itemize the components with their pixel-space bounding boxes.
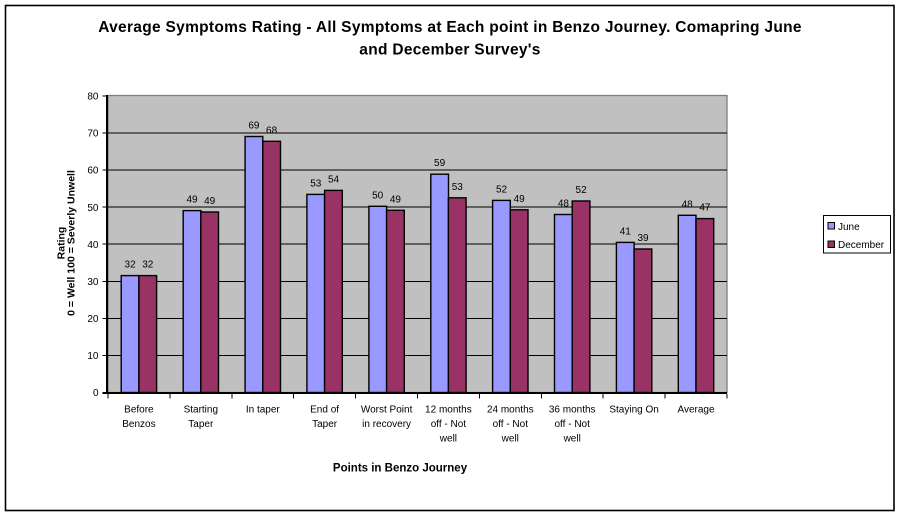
svg-text:49: 49 [514, 194, 526, 205]
svg-text:End of: End of [310, 405, 339, 416]
svg-text:49: 49 [390, 194, 402, 205]
svg-text:32: 32 [142, 260, 154, 271]
svg-text:20: 20 [87, 314, 99, 325]
svg-text:well: well [501, 434, 519, 445]
svg-text:well: well [439, 434, 457, 445]
svg-text:well: well [563, 434, 581, 445]
svg-text:June: June [838, 222, 860, 233]
svg-text:in recovery: in recovery [362, 419, 411, 430]
svg-text:Average: Average [677, 405, 715, 416]
svg-text:and December Survey's: and December Survey's [359, 42, 540, 59]
svg-text:Benzos: Benzos [122, 419, 155, 430]
svg-text:80: 80 [87, 92, 99, 103]
svg-text:49: 49 [186, 195, 198, 206]
svg-text:off - Not: off - Not [555, 419, 591, 430]
svg-text:December: December [838, 240, 885, 251]
svg-text:70: 70 [87, 129, 99, 140]
svg-text:53: 53 [452, 182, 464, 193]
svg-text:Rating: Rating [56, 227, 68, 260]
svg-text:69: 69 [248, 121, 260, 132]
svg-text:Before: Before [124, 405, 154, 416]
svg-text:53: 53 [310, 178, 322, 189]
svg-text:50: 50 [372, 190, 384, 201]
svg-text:30: 30 [87, 277, 99, 288]
svg-text:Taper: Taper [312, 419, 338, 430]
svg-text:12 months: 12 months [425, 405, 472, 416]
svg-text:40: 40 [87, 240, 99, 251]
svg-text:52: 52 [496, 184, 508, 195]
svg-text:32: 32 [125, 260, 137, 271]
svg-text:39: 39 [637, 233, 649, 244]
svg-text:48: 48 [682, 199, 694, 210]
svg-text:Average Symptoms Rating - All: Average Symptoms Rating - All Symptoms a… [98, 19, 802, 36]
svg-text:0 = Well 100 = Severly Unwell: 0 = Well 100 = Severly Unwell [66, 170, 78, 316]
svg-text:52: 52 [576, 185, 588, 196]
svg-text:10: 10 [87, 351, 99, 362]
svg-text:0: 0 [93, 388, 99, 399]
svg-text:48: 48 [558, 199, 570, 210]
svg-text:Staying On: Staying On [609, 405, 658, 416]
svg-text:41: 41 [620, 226, 632, 237]
svg-text:Starting: Starting [184, 405, 218, 416]
svg-text:36 months: 36 months [549, 405, 596, 416]
svg-text:24 months: 24 months [487, 405, 534, 416]
svg-text:50: 50 [87, 203, 99, 214]
svg-text:off - Not: off - Not [431, 419, 467, 430]
svg-text:Points in Benzo Journey: Points in Benzo Journey [333, 463, 468, 475]
svg-text:Taper: Taper [188, 419, 214, 430]
svg-text:60: 60 [87, 166, 99, 177]
svg-text:Worst Point: Worst Point [361, 405, 413, 416]
svg-text:59: 59 [434, 158, 446, 169]
svg-text:49: 49 [204, 196, 216, 207]
svg-text:off - Not: off - Not [493, 419, 529, 430]
svg-text:In taper: In taper [246, 405, 281, 416]
svg-text:68: 68 [266, 125, 278, 136]
svg-text:47: 47 [699, 203, 711, 214]
svg-text:54: 54 [328, 174, 340, 185]
